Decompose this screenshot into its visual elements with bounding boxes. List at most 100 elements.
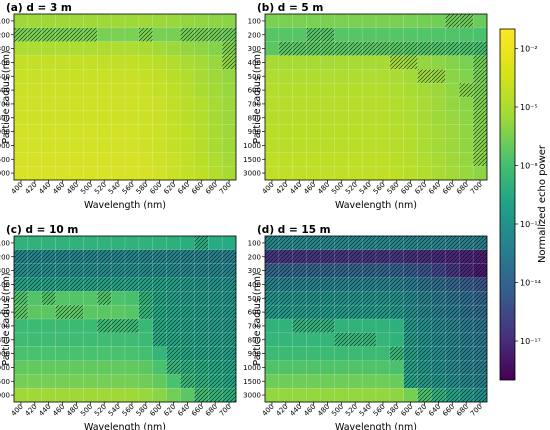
hatched-cell <box>180 360 195 375</box>
hatched-cell <box>473 69 487 84</box>
x-tick-label: 420 <box>24 181 39 196</box>
hatched-cell <box>403 360 418 375</box>
hatched-cell <box>473 152 487 167</box>
heatmap-cell <box>431 124 446 139</box>
hatched-cell <box>334 332 349 347</box>
hatched-cell <box>445 374 460 389</box>
heatmap-cell <box>292 346 308 361</box>
hatched-cell <box>208 27 223 42</box>
heatmap-cell <box>41 69 57 84</box>
heatmap-cell <box>459 165 474 181</box>
heatmap-cell <box>166 110 181 126</box>
heatmap-cell <box>375 346 391 361</box>
hatched-cell <box>180 277 195 292</box>
hatched-cell <box>278 249 293 264</box>
heatmap-cell <box>55 291 70 306</box>
heatmap-cell <box>83 82 98 98</box>
heatmap-cell <box>180 165 195 181</box>
heatmap-cell <box>208 82 223 98</box>
heatmap-cell <box>417 165 432 181</box>
x-tick-label: 400 <box>261 403 276 418</box>
heatmap-cell <box>166 235 181 251</box>
x-tick-label: 640 <box>427 181 442 196</box>
heatmap-cell <box>97 55 112 70</box>
heatmap-cell <box>361 27 377 43</box>
hatched-cell <box>292 277 307 292</box>
heatmap-cell <box>320 387 335 403</box>
hatched-cell <box>445 360 460 375</box>
hatched-cell <box>208 360 223 375</box>
hatched-cell <box>69 249 84 264</box>
heatmap-cell <box>55 387 70 403</box>
heatmap-cell <box>97 27 112 43</box>
heatmap-cell <box>27 41 43 56</box>
heatmap-cell <box>27 96 43 112</box>
panel-frame <box>13 13 237 181</box>
heatmap-cell <box>348 318 363 334</box>
heatmap-panel: (a) d = 3 m 100 200 300 400 500 600 700 800 900 10… <box>0 2 237 211</box>
x-tick-label: 480 <box>316 403 331 418</box>
heatmap-cell <box>97 124 112 139</box>
hatched-cell <box>403 41 418 56</box>
heatmap-cell <box>334 318 349 334</box>
heatmap-cell <box>97 96 112 112</box>
heatmap-cell <box>41 152 57 167</box>
heatmap-cell <box>180 55 195 70</box>
hatched-cell <box>265 263 279 278</box>
heatmap-cell <box>403 96 419 112</box>
hatched-cell <box>403 249 418 264</box>
heatmap-cell <box>124 346 140 361</box>
hatched-cell <box>362 277 376 292</box>
heatmap-cell <box>152 27 168 43</box>
heatmap-cell <box>166 96 181 112</box>
colorbar-tick-label: 10⁻² <box>520 45 538 54</box>
heatmap-cell <box>97 346 112 361</box>
hatched-cell <box>473 236 487 250</box>
heatmap-cell <box>278 138 294 153</box>
hatched-cell <box>459 14 474 28</box>
heatmap-cell <box>41 96 57 112</box>
hatched-cell <box>166 249 181 264</box>
y-tick-label: 600 <box>0 309 10 317</box>
hatched-cell <box>473 124 487 139</box>
hatched-cell <box>459 249 474 264</box>
x-tick-label: 700 <box>469 403 484 418</box>
heatmap-cell <box>194 69 209 84</box>
x-tick-label: 580 <box>386 181 401 196</box>
heatmap-cell <box>55 346 70 361</box>
hatched-cell <box>125 319 139 333</box>
heatmap-cell <box>306 387 321 403</box>
heatmap-cell <box>124 124 140 139</box>
hatched-cell <box>194 305 209 319</box>
heatmap-cell <box>208 41 223 56</box>
hatched-cell <box>431 277 446 292</box>
hatched-cell <box>473 360 487 375</box>
hatched-cell <box>14 249 28 264</box>
hatched-cell <box>55 305 70 319</box>
hatched-cell <box>459 374 474 389</box>
hatched-cell <box>376 277 390 292</box>
heatmap-cell <box>389 124 405 139</box>
heatmap-cell <box>320 138 335 153</box>
hatched-cell <box>194 291 209 306</box>
x-tick-label: 680 <box>204 403 219 418</box>
heatmap-cell <box>138 387 154 403</box>
heatmap-cell <box>83 152 98 167</box>
heatmap-cell <box>375 82 391 98</box>
hatched-cell <box>459 305 474 319</box>
hatched-cell <box>14 305 28 319</box>
hatched-cell <box>417 360 432 375</box>
heatmap-cell <box>152 360 168 375</box>
heatmap-cell <box>166 138 181 153</box>
hatched-cell <box>97 319 112 333</box>
hatched-cell <box>362 41 376 56</box>
hatched-cell <box>306 27 321 42</box>
y-tick-label: 100 <box>248 240 261 248</box>
heatmap-cell <box>334 360 349 375</box>
heatmap-cell <box>320 110 335 126</box>
hatched-cell <box>431 236 446 250</box>
heatmap-cell <box>13 82 29 98</box>
heatmap-cell <box>306 124 321 139</box>
hatched-cell <box>180 249 195 264</box>
heatmap-cell <box>278 346 294 361</box>
